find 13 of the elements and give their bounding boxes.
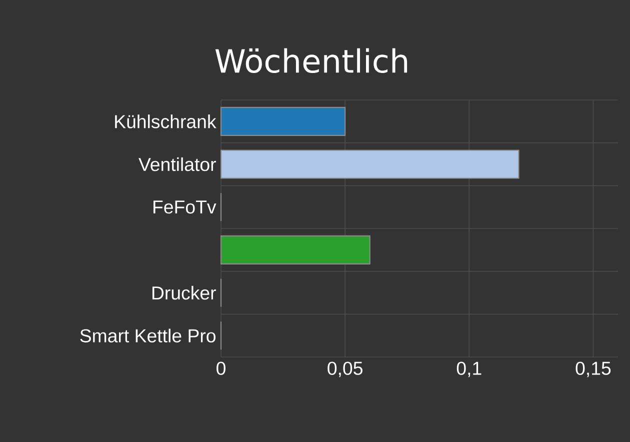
bar (220, 235, 370, 264)
y-tick-label: Smart Kettle Pro (80, 328, 216, 342)
y-tick-label: Kühlschrank (115, 114, 216, 128)
x-tick-label: 0,15 (576, 362, 611, 378)
x-tick-label: 0,1 (456, 362, 482, 378)
chart-title: Wöchentlich (215, 48, 408, 74)
bar (220, 106, 346, 136)
y-tick-label: Ventilator (138, 157, 216, 172)
y-tick-label: FeFoTv (154, 200, 216, 214)
bar (220, 150, 520, 179)
x-tick-label: 0,05 (328, 362, 362, 378)
y-tick-label: Drucker (152, 286, 216, 300)
x-tick-label: 0 (216, 362, 226, 375)
